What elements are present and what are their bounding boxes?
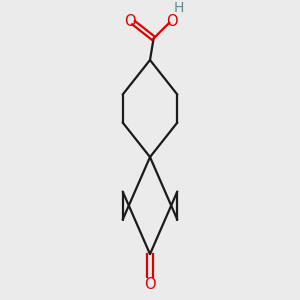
Text: O: O — [144, 277, 156, 292]
Text: O: O — [124, 14, 136, 29]
Text: O: O — [166, 14, 178, 29]
Text: H: H — [174, 1, 184, 15]
